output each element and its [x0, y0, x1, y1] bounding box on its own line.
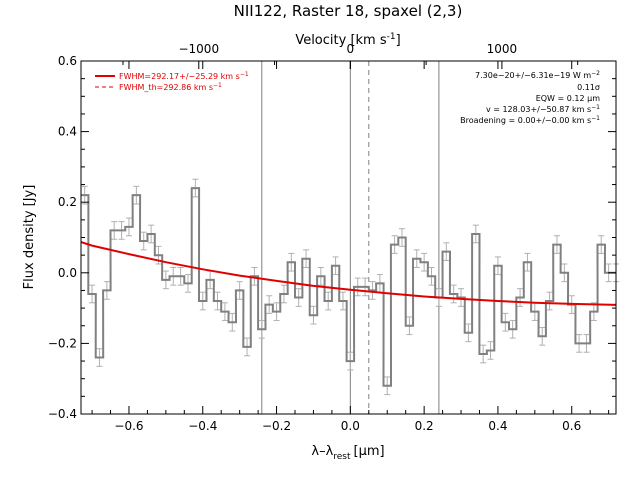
- y-tick-label: 0.6: [58, 54, 77, 68]
- top-tick-label: 0: [347, 42, 355, 56]
- y-axis-label: Flux density [Jy]: [22, 185, 37, 290]
- y-tick-label: 0.4: [58, 125, 77, 139]
- x-tick-label: 0.6: [562, 419, 581, 433]
- x-tick-label: −0.2: [262, 419, 291, 433]
- fit-curve: [80, 241, 617, 306]
- annotation-sigma: 0.11σ: [577, 83, 600, 92]
- legend-label-fwhm: FWHM=292.17+/−25.29 km s−1: [119, 71, 249, 81]
- legend: FWHM=292.17+/−25.29 km s−1 FWHM_th=292.8…: [95, 71, 249, 92]
- y-tick-label: 0.0: [58, 266, 77, 280]
- x-tick-label: 0.4: [488, 419, 507, 433]
- spectrum-line: [81, 187, 616, 387]
- x-tick-label: −0.4: [188, 419, 217, 433]
- x-axis-label: λ–λrest [μm]: [311, 444, 384, 462]
- top-tick-label: 1000: [487, 42, 518, 56]
- chart-title: NII122, Raster 18, spaxel (2,3): [234, 2, 463, 20]
- legend-label-fwhm-th: FWHM_th=292.86 km s−1: [119, 82, 222, 92]
- plot-frame: [80, 60, 617, 415]
- x-tick-label: 0.0: [341, 419, 360, 433]
- x-tick-label: −0.6: [114, 419, 143, 433]
- annotation-velocity: v = 128.03+/−50.87 km s−1: [486, 104, 600, 114]
- y-tick-label: −0.4: [48, 407, 77, 421]
- y-tick-label: −0.2: [48, 336, 77, 350]
- axis-ticks: −0.6 −0.4 −0.2 0.0 0.2 0.4 0.6 −0.4 −0.2 0.0 0.2 0.…: [48, 42, 616, 433]
- annotation-eqw: EQW = 0.12 μm: [536, 94, 600, 103]
- y-tick-label: 0.2: [58, 195, 77, 209]
- top-tick-label: −1000: [178, 42, 219, 56]
- annotations: 7.30e−20+/−6.31e−19 W m−2 0.11σ EQW = 0.…: [460, 70, 600, 125]
- annotation-broadening: Broadening = 0.00+/−0.00 km s−1: [460, 115, 600, 125]
- x-tick-label: 0.2: [415, 419, 434, 433]
- plot-area: [80, 61, 619, 414]
- top-axis-label: Velocity [km s-1]: [295, 32, 400, 48]
- annotation-flux: 7.30e−20+/−6.31e−19 W m−2: [475, 70, 600, 80]
